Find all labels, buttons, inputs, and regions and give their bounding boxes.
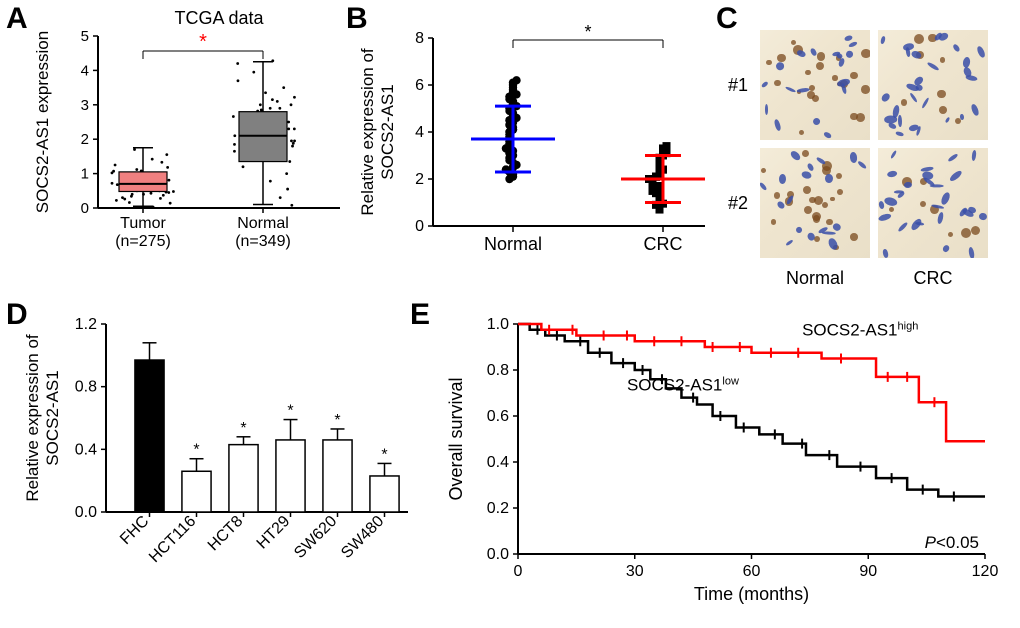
svg-text:*: * <box>584 22 591 42</box>
ihc-col-label: CRC <box>878 268 988 289</box>
panel-b-chart: 0 2 4 6 8 Relative expression ofSOCS2-AS1 Norm… <box>355 8 715 278</box>
panel-letter-a: A <box>6 2 28 36</box>
ihc-tile <box>760 30 870 140</box>
svg-text:0: 0 <box>514 563 523 580</box>
svg-text:FHC: FHC <box>117 513 152 548</box>
svg-text:HT29: HT29 <box>254 513 294 553</box>
svg-text:0: 0 <box>415 218 424 235</box>
svg-text:*: * <box>240 420 246 437</box>
svg-text:3: 3 <box>81 97 89 114</box>
svg-text:4: 4 <box>81 62 89 79</box>
panel-c-ihc-grid: #1#2NormalCRC <box>760 30 1010 270</box>
svg-text:2: 2 <box>81 131 89 148</box>
svg-text:*: * <box>193 442 199 459</box>
svg-text:Normal: Normal <box>237 215 289 232</box>
svg-text:0.8: 0.8 <box>75 379 97 396</box>
svg-text:0.0: 0.0 <box>75 504 97 521</box>
svg-text:P<0.05: P<0.05 <box>925 533 979 552</box>
svg-text:90: 90 <box>859 563 877 580</box>
svg-text:*: * <box>334 412 340 429</box>
panel-a-chart: TCGA data 0 1 2 3 4 5 SOCS2-AS1 expression Tumor… <box>30 8 350 278</box>
ihc-row-label: #2 <box>728 193 748 214</box>
svg-text:SW620: SW620 <box>291 513 340 562</box>
svg-text:TCGA data: TCGA data <box>174 8 264 28</box>
svg-text:CRC: CRC <box>644 234 683 254</box>
svg-text:Relative expression of: Relative expression of <box>23 334 42 502</box>
svg-text:4: 4 <box>415 124 424 141</box>
ihc-tile <box>760 148 870 258</box>
svg-text:120: 120 <box>972 563 999 580</box>
ihc-tile <box>878 148 988 258</box>
ihc-row-label: #1 <box>728 75 748 96</box>
svg-text:*: * <box>287 403 293 420</box>
svg-text:HCT116: HCT116 <box>146 513 199 566</box>
svg-text:60: 60 <box>743 563 761 580</box>
svg-text:(n=349): (n=349) <box>235 233 291 250</box>
svg-text:SW480: SW480 <box>338 513 387 562</box>
svg-text:*: * <box>381 446 387 463</box>
svg-text:SOCS2-AS1low: SOCS2-AS1low <box>627 376 739 395</box>
svg-text:8: 8 <box>415 30 424 47</box>
ihc-col-label: Normal <box>760 268 870 289</box>
svg-text:SOCS2-AS1high: SOCS2-AS1high <box>802 321 918 340</box>
svg-text:SOCS2-AS1: SOCS2-AS1 <box>378 84 397 179</box>
svg-text:SOCS2-AS1: SOCS2-AS1 <box>43 370 62 465</box>
svg-text:0.8: 0.8 <box>487 362 509 379</box>
svg-text:Tumor: Tumor <box>120 215 166 232</box>
panel-letter-c: C <box>716 2 738 36</box>
svg-text:HCT8: HCT8 <box>205 513 247 555</box>
svg-text:Time (months): Time (months) <box>694 584 809 604</box>
svg-text:1: 1 <box>81 166 89 183</box>
svg-text:0.4: 0.4 <box>75 441 97 458</box>
svg-text:SOCS2-AS1 expression: SOCS2-AS1 expression <box>33 31 52 213</box>
panel-e-chart: 0.0 0.2 0.4 0.6 0.8 1.0 0 30 60 90 120 Overall surv… <box>440 302 1010 622</box>
svg-text:0.4: 0.4 <box>487 454 509 471</box>
ihc-tile <box>878 30 988 140</box>
svg-text:0.0: 0.0 <box>487 546 509 563</box>
svg-text:Relative expression of: Relative expression of <box>358 48 377 216</box>
svg-text:0: 0 <box>81 200 89 217</box>
panel-d-chart: 0.0 0.4 0.8 1.2 Relative expression ofSOCS2-… <box>20 302 420 622</box>
svg-text:1.0: 1.0 <box>487 316 509 333</box>
svg-text:(n=275): (n=275) <box>115 233 171 250</box>
svg-text:1.2: 1.2 <box>75 316 97 333</box>
svg-text:0.6: 0.6 <box>487 408 509 425</box>
svg-text:30: 30 <box>626 563 644 580</box>
svg-text:5: 5 <box>81 28 89 45</box>
svg-text:*: * <box>199 31 207 53</box>
svg-text:Overall survival: Overall survival <box>446 377 466 500</box>
svg-text:6: 6 <box>415 77 424 94</box>
svg-text:2: 2 <box>415 171 424 188</box>
svg-text:Normal: Normal <box>484 234 542 254</box>
svg-text:0.2: 0.2 <box>487 500 509 517</box>
